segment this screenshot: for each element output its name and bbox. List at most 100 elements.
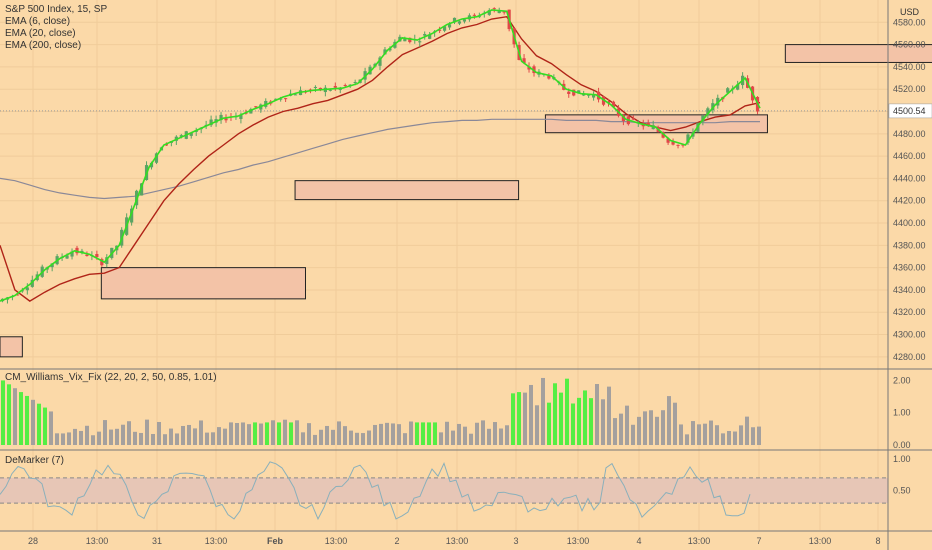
vix-bar [421,422,425,445]
demarker-line [0,461,751,521]
candle-body [487,10,491,15]
candle-body [25,287,29,291]
vix-bar [43,407,47,445]
vix-bar [13,388,17,445]
vix-bar [313,434,317,445]
demarker-title[interactable]: DeMarker (7) [5,455,64,466]
candle-body [293,94,298,96]
vix-bar [673,402,677,445]
time-tick-label: Feb [267,536,284,546]
vix-bar [193,428,197,445]
vix-bar [151,433,155,445]
candle-body [676,144,680,146]
candle-body [428,34,432,39]
vix-bar [757,426,761,445]
candle-body [249,109,253,114]
vix-fix-title[interactable]: CM_Williams_Vix_Fix (22, 20, 2, 50, 0.85… [5,372,217,383]
vix-bar [667,396,671,445]
price-tick-label: 4320.00 [893,307,926,317]
vix-bar [547,402,551,445]
candle-body [587,94,591,96]
demarker-pane [0,461,888,521]
vix-bar [469,433,473,445]
vix-bar [289,422,293,445]
candle-body [85,254,89,257]
vix-bar [649,410,653,445]
vix-bar [535,405,539,445]
vix-bar [577,397,581,445]
vix-bar [337,421,341,445]
vix-bar [91,435,95,445]
price-axis[interactable]: 4580.004560.004540.004520.004500.004480.… [888,17,932,496]
ema6-line [0,9,761,302]
candle-body [224,118,228,121]
vix-bar [7,384,11,445]
candle-body [502,11,506,13]
ema20-legend[interactable]: EMA (20, close) [5,28,76,39]
candle-body [497,11,501,14]
vix-bar [571,403,575,445]
vix-bar [109,429,113,445]
zone-box [544,114,768,134]
ema6-legend[interactable]: EMA (6, close) [5,16,71,27]
vix-tick-label: 0.00 [893,440,911,450]
vix-bar [715,425,719,445]
candle-body [378,57,382,66]
symbol-title[interactable]: S&P 500 Index, 15, SP [5,4,108,15]
vix-bar [1,380,5,445]
time-tick-label: 13:00 [446,536,469,546]
vix-bar [25,395,29,445]
candle-body [492,8,496,10]
current-price-tag [888,103,932,119]
candle-body [442,26,447,31]
vix-bar [85,425,89,445]
vix-tick-label: 1.00 [893,408,911,418]
candle-body [681,144,685,146]
vix-bar [229,422,233,445]
price-tick-label: 4420.00 [893,196,926,206]
candle-body [279,98,283,100]
vix-bar [253,422,257,445]
vix-bar [163,434,167,445]
vix-bar [613,418,617,445]
vix-bar [451,430,455,445]
time-axis[interactable]: 28 13:00 31 13:00 Feb 13:00 2 13:00 3 13:00 4 13:00… [28,536,881,546]
zone-box [0,336,23,358]
vix-bar [343,426,347,445]
vix-bar [691,421,695,445]
candle-body [547,75,551,79]
vix-bar [247,424,251,445]
vix-bar [349,430,353,445]
candle-body [671,141,675,145]
vix-bar [703,423,707,445]
price-tick-label: 4340.00 [893,285,926,295]
candle-body [15,294,19,296]
vix-bar [55,433,59,445]
price-tick-label: 4380.00 [893,240,926,250]
price-tick-label: 4280.00 [893,352,926,362]
vix-bar [397,424,401,445]
zone-box [784,44,932,63]
ema200-legend[interactable]: EMA (200, close) [5,40,82,51]
vix-bar [631,424,635,445]
candle-body [462,19,467,22]
price-tick-label: 4540.00 [893,62,926,72]
candle-body [70,251,74,257]
supply-demand-zones [0,44,932,358]
vix-bar [271,420,275,445]
candle-body [383,49,387,55]
vix-bar [169,428,173,445]
candle-body [423,34,427,36]
vix-bar [475,422,479,445]
vix-bar [493,422,497,445]
candle-body [100,259,104,266]
time-tick-label: 28 [28,536,38,546]
demarker-tick-label: 0.50 [893,486,911,496]
vix-bar [439,432,443,445]
vix-bar [355,432,359,445]
candle-body [105,257,109,264]
vix-bar [181,425,185,445]
candle-body [621,115,625,121]
time-tick-label: 7 [756,536,761,546]
